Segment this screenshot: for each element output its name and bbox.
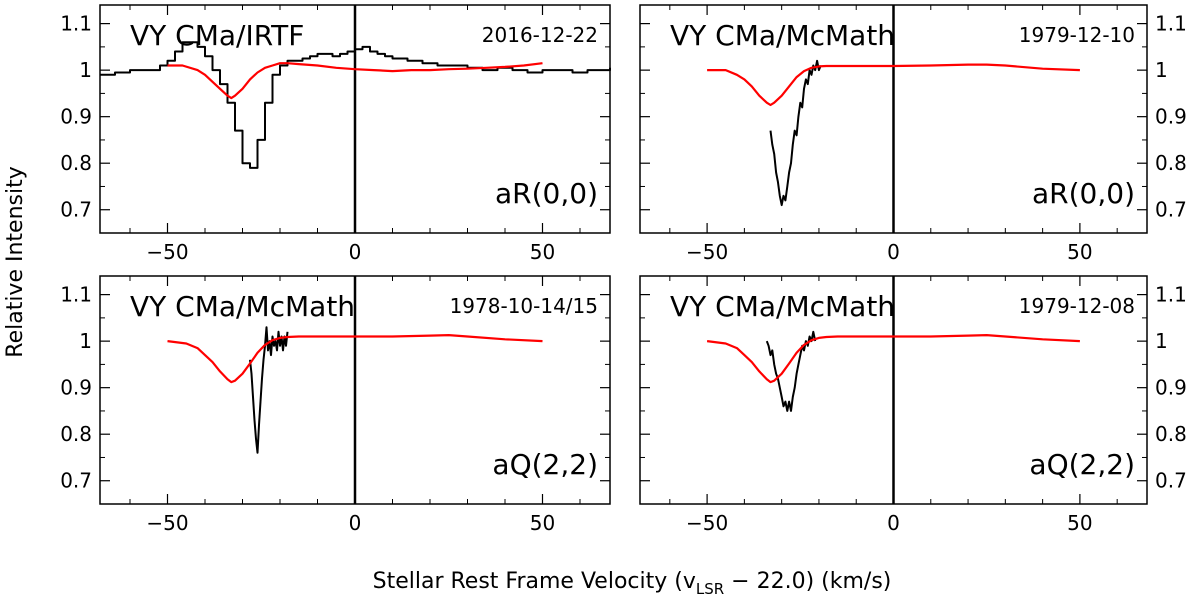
x-tick-label: −50 <box>146 240 188 264</box>
x-axis-label-tail: − 22.0) (km/s) <box>724 569 891 594</box>
panel-3: −50 0 50 0.7 0.8 0.9 1 1.1 VY CMa/McMath 1978-10-… <box>60 275 611 535</box>
x-tick-label: 50 <box>530 240 555 264</box>
x-tick-label: −50 <box>686 240 728 264</box>
x-tick-label: 0 <box>349 240 362 264</box>
panel-date: 1978-10-14/15 <box>450 294 598 318</box>
panel-date: 1979-12-08 <box>1019 294 1135 318</box>
model-spectrum <box>706 334 1080 384</box>
panel-title: VY CMa/IRTF <box>130 19 304 52</box>
panel-title: VY CMa/McMath <box>670 19 895 52</box>
transition-label: aQ(2,2) <box>1029 448 1135 481</box>
y-tick-label: 0.9 <box>1155 105 1187 129</box>
y-tick-label: 1 <box>1155 329 1168 353</box>
x-tick-label: 50 <box>530 511 555 535</box>
observed-spectrum <box>765 330 817 412</box>
panel-4: −50 0 50 0.7 0.8 0.9 1 1.1 VY CMa/McMath 1979-12-… <box>639 275 1187 535</box>
x-tick-label: 50 <box>1067 240 1092 264</box>
panel-1: −50 0 50 0.7 0.8 0.9 1 1.1 VY CMa/IRTF 2016-12-22… <box>60 4 611 264</box>
x-axis-label-main: Stellar Rest Frame Velocity (v <box>373 569 696 594</box>
x-tick-label: 0 <box>349 511 362 535</box>
x-tick-label: 0 <box>887 511 900 535</box>
panel-title: VY CMa/McMath <box>130 290 355 323</box>
y-tick-label: 0.8 <box>1155 422 1187 446</box>
y-tick-label: 0.9 <box>1155 376 1187 400</box>
x-axis-label: Stellar Rest Frame Velocity (vLSR − 22.0… <box>373 569 892 598</box>
transition-label: aQ(2,2) <box>492 448 598 481</box>
y-tick-label: 0.8 <box>1155 151 1187 175</box>
y-tick-label: 0.8 <box>60 151 92 175</box>
transition-label: aR(0,0) <box>1032 177 1135 210</box>
y-tick-label: 0.7 <box>60 198 92 222</box>
y-axis-label: Relative Intensity <box>3 166 28 357</box>
x-tick-label: 0 <box>887 240 900 264</box>
y-tick-label: 0.9 <box>60 105 92 129</box>
y-tick-label: 1 <box>1155 58 1168 82</box>
model-spectrum <box>167 62 543 100</box>
observed-spectrum <box>100 41 611 169</box>
y-tick-label: 1.1 <box>60 283 92 307</box>
panels: −50 0 50 0.7 0.8 0.9 1 1.1 VY CMa/IRTF 2016-12-22… <box>60 4 1187 535</box>
model-spectrum <box>707 63 1080 107</box>
x-tick-label: −50 <box>686 511 728 535</box>
y-tick-label: 1.1 <box>60 12 92 36</box>
y-tick-label: 0.7 <box>60 469 92 493</box>
y-tick-label: 1.1 <box>1155 12 1187 36</box>
observed-spectrum <box>249 326 289 454</box>
observed-spectrum <box>769 59 822 207</box>
model-spectrum <box>167 334 543 384</box>
x-axis-label-subscript: LSR <box>696 580 724 598</box>
x-tick-label: −50 <box>146 511 188 535</box>
panel-title: VY CMa/McMath <box>670 290 895 323</box>
panel-date: 2016-12-22 <box>482 23 598 47</box>
y-tick-label: 1 <box>79 58 92 82</box>
y-tick-label: 0.7 <box>1155 469 1187 493</box>
y-tick-label: 0.9 <box>60 376 92 400</box>
panel-date: 1979-12-10 <box>1019 23 1135 47</box>
y-tick-label: 0.8 <box>60 422 92 446</box>
panel-2: −50 0 50 0.7 0.8 0.9 1 1.1 VY CMa/McMath 1979-12-… <box>639 4 1187 264</box>
transition-label: aR(0,0) <box>495 177 598 210</box>
y-tick-label: 1 <box>79 329 92 353</box>
y-tick-label: 0.7 <box>1155 198 1187 222</box>
x-tick-label: 50 <box>1067 511 1092 535</box>
y-tick-label: 1.1 <box>1155 283 1187 307</box>
